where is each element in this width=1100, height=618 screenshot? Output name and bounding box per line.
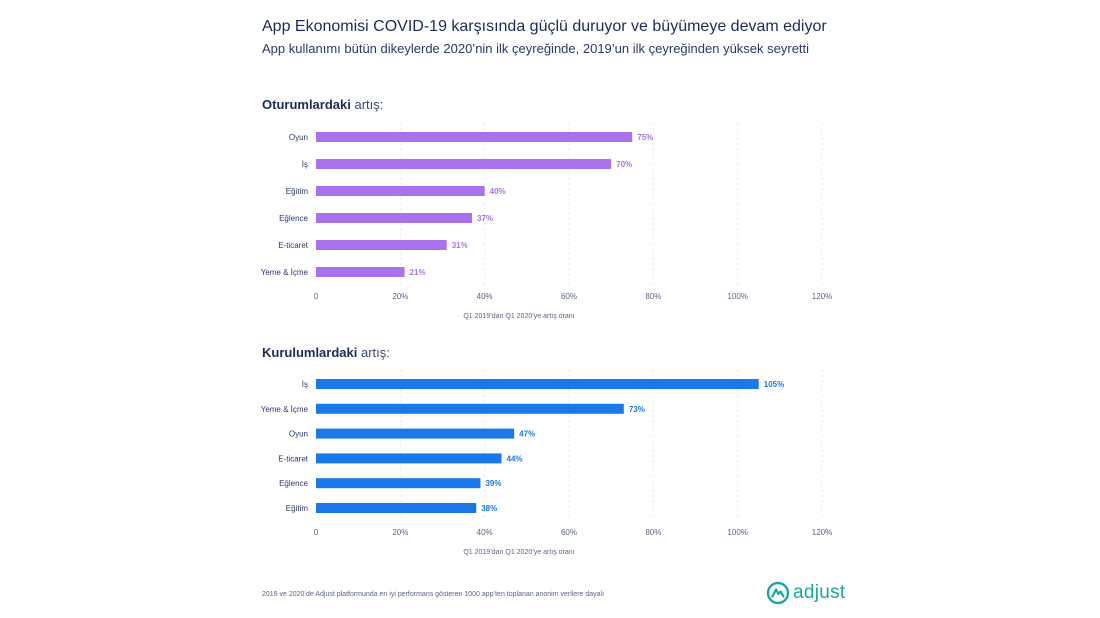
data-label: 38% <box>481 504 497 513</box>
data-label: 39% <box>485 479 501 488</box>
x-tick-label: 60% <box>561 528 577 537</box>
installs-bar-chart: İş 105% Yeme & İçme 73% Oyun 47% E-ticaret 44% E… <box>261 370 832 556</box>
data-label: 75% <box>637 133 653 142</box>
x-tick-label: 120% <box>812 292 832 301</box>
x-tick-label: 120% <box>812 528 832 537</box>
category-label: E-ticaret <box>278 454 309 463</box>
data-label: 31% <box>452 241 468 250</box>
bar <box>316 159 612 169</box>
installs-section-title: Kurulumlardaki artış: <box>262 345 390 360</box>
category-label: Eğlence <box>279 479 308 488</box>
data-label: 73% <box>629 405 645 414</box>
x-axis-label: Q1 2019’dan Q1 2020’ye artış oranı <box>463 549 574 556</box>
sessions-title-bold: Oturumlardaki <box>262 97 351 112</box>
data-label: 70% <box>616 160 632 169</box>
x-tick-label: 60% <box>561 292 577 301</box>
x-tick-label: 20% <box>392 292 408 301</box>
x-tick-label: 100% <box>727 528 747 537</box>
sessions-bar-chart: Oyun 75% İş 70% Eğitim 40% Eğlence 37% E-ticaret… <box>261 123 832 320</box>
adjust-logo-icon <box>766 581 790 605</box>
bar <box>316 379 759 389</box>
page-title: App Ekonomisi COVID-19 karşısında güçlü … <box>262 18 827 35</box>
category-label: Oyun <box>289 133 308 142</box>
data-label: 37% <box>477 214 493 223</box>
data-label: 40% <box>490 187 506 196</box>
data-label: 47% <box>519 430 535 439</box>
x-tick-label: 0 <box>314 292 319 301</box>
category-label: Eğlence <box>279 214 308 223</box>
bar <box>316 503 477 513</box>
x-axis-label: Q1 2019’dan Q1 2020’ye artış oranı <box>463 313 574 320</box>
sessions-section-title: Oturumlardaki artış: <box>262 97 383 112</box>
sessions-title-rest: artış: <box>350 97 384 112</box>
installs-title-bold: Kurulumlardaki <box>262 345 358 360</box>
page-subtitle: App kullanımı bütün dikeylerde 2020’nin … <box>262 41 810 56</box>
data-label: 44% <box>507 454 523 463</box>
x-tick-label: 100% <box>727 292 747 301</box>
category-label: Oyun <box>289 430 308 439</box>
category-label: Yeme & İçme <box>261 405 309 414</box>
category-label: E-ticaret <box>278 241 309 250</box>
adjust-logo-text: adjust <box>793 582 846 603</box>
bar <box>316 428 515 439</box>
bar <box>316 240 447 250</box>
installs-title-rest: artış: <box>357 345 390 360</box>
data-label: 21% <box>410 268 426 277</box>
category-label: Yeme & İçme <box>261 268 309 277</box>
x-tick-label: 20% <box>392 528 408 537</box>
adjust-logo: adjust <box>766 580 846 606</box>
data-label: 105% <box>764 380 784 389</box>
x-tick-label: 80% <box>645 292 661 301</box>
bar <box>316 213 473 223</box>
category-label: Eğitim <box>286 187 309 196</box>
bar <box>316 132 633 142</box>
bar <box>316 403 624 414</box>
category-label: İş <box>302 160 308 169</box>
category-label: Eğitim <box>286 504 309 513</box>
bar <box>316 453 502 464</box>
x-tick-label: 40% <box>477 528 493 537</box>
footnote: 2019 ve 2020’de Adjust platformunda en i… <box>262 591 605 598</box>
bar <box>316 186 485 196</box>
category-label: İş <box>302 380 308 389</box>
bar <box>316 267 405 277</box>
x-tick-label: 40% <box>477 292 493 301</box>
x-tick-label: 0 <box>314 528 319 537</box>
x-tick-label: 80% <box>645 528 661 537</box>
bar <box>316 478 481 489</box>
